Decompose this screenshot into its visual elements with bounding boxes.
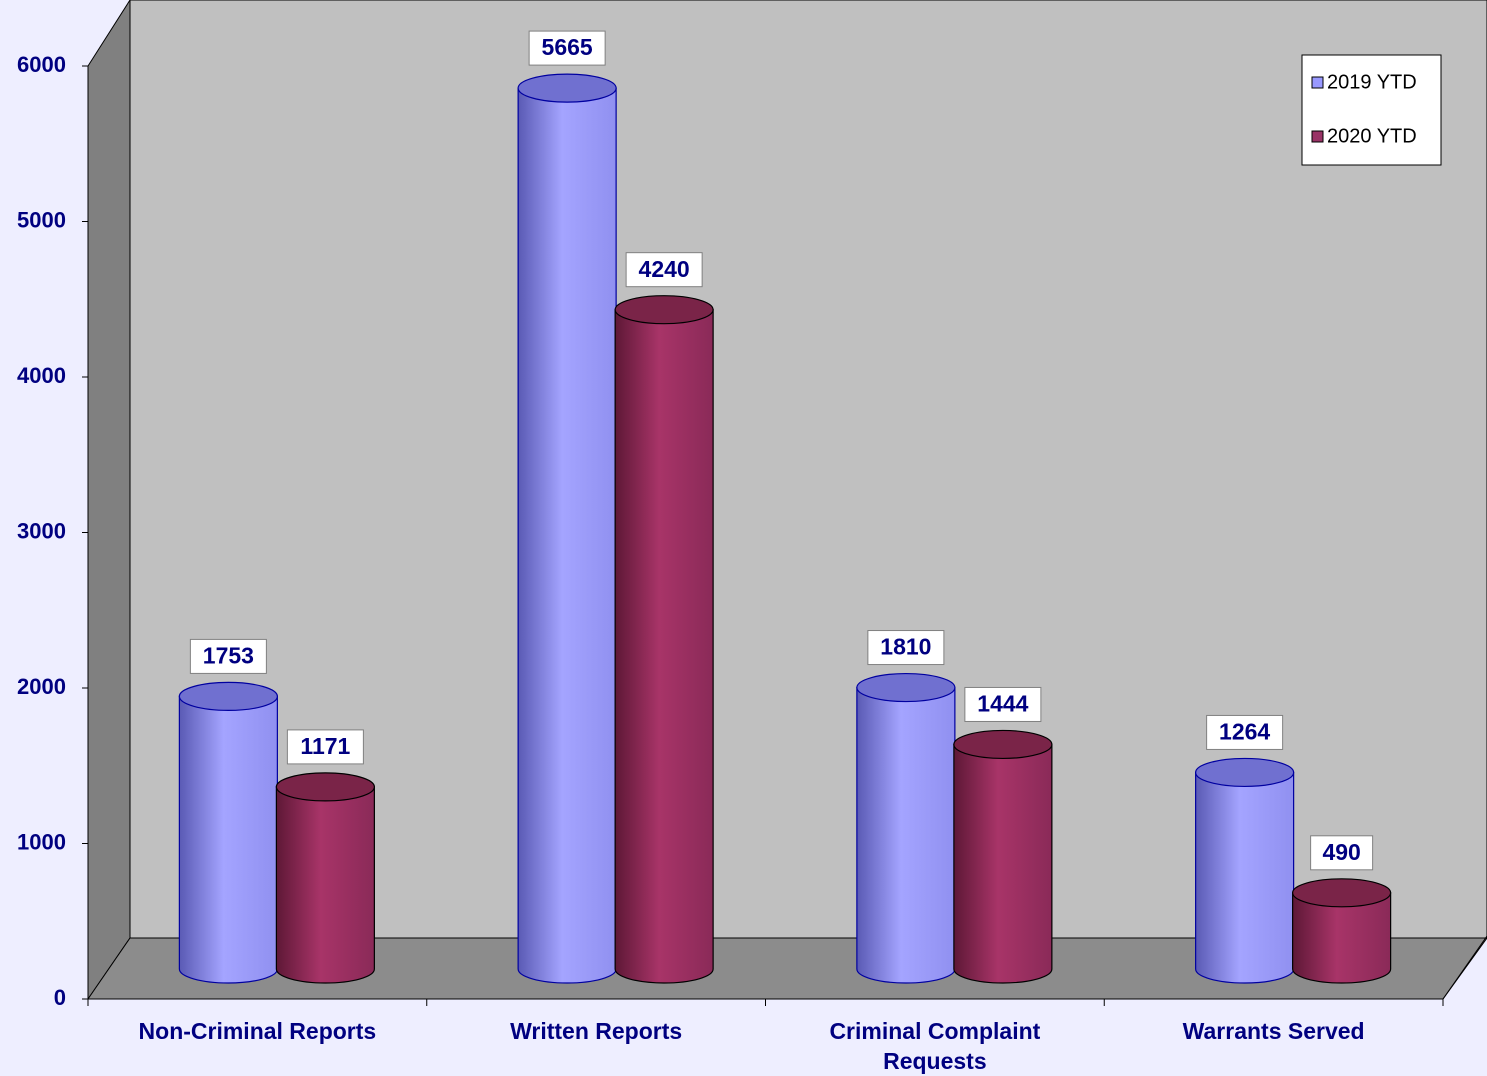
value-label: 4240 — [639, 256, 690, 282]
cylinder-body — [1292, 892, 1392, 984]
value-label-box — [1206, 714, 1284, 750]
value-label-box — [867, 630, 945, 666]
y-tick-label: 1000 — [17, 829, 66, 854]
value-label: 1810 — [880, 634, 931, 660]
legend-swatch — [1311, 76, 1324, 89]
cylinder-top — [178, 681, 278, 712]
cylinder — [953, 729, 1053, 984]
cylinder-top — [1292, 878, 1392, 908]
cylinder — [178, 681, 278, 984]
value-label: 5665 — [542, 34, 593, 60]
value-label: 490 — [1322, 839, 1360, 865]
cylinder — [1195, 757, 1295, 984]
y-tick-label: 2000 — [17, 674, 66, 699]
value-label-box — [625, 252, 703, 288]
value-label-box — [286, 729, 364, 765]
y-tick-label: 4000 — [17, 363, 66, 388]
value-label: 1753 — [203, 642, 254, 668]
cylinder-top — [614, 295, 714, 325]
x-tick-label: Written Reports — [510, 1018, 683, 1044]
cylinder — [856, 672, 956, 984]
x-tick-label: Non-Criminal Reports — [138, 1018, 377, 1044]
y-tick-label: 3000 — [17, 518, 66, 543]
cylinder-top — [953, 729, 1053, 760]
x-tick-label: Warrants Served — [1182, 1018, 1365, 1044]
value-label: 1444 — [977, 691, 1028, 717]
value-label-box — [964, 686, 1042, 722]
value-label-box — [1310, 835, 1374, 871]
cylinder-body — [856, 686, 956, 984]
value-label-box — [189, 638, 267, 674]
cylinder-body — [178, 695, 278, 984]
cylinder-top — [517, 73, 617, 103]
legend-label: 2020 YTD — [1327, 125, 1417, 147]
cylinder-top — [275, 772, 375, 802]
cylinder — [1292, 878, 1392, 984]
cylinder — [517, 73, 617, 984]
legend-swatch — [1311, 130, 1324, 143]
side-wall — [87, 0, 131, 1001]
cylinder-body — [614, 309, 714, 984]
x-tick-label: Criminal Complaint Requests — [829, 1018, 1041, 1074]
y-tick-label: 5000 — [17, 207, 66, 232]
value-label: 1264 — [1219, 719, 1270, 745]
value-label-box — [528, 30, 606, 66]
legend-box — [1301, 54, 1442, 166]
cylinder-body — [1195, 771, 1295, 984]
cylinder-body — [517, 87, 617, 984]
y-tick-label: 0 — [54, 985, 66, 1010]
cylinder-top — [856, 672, 956, 703]
cylinder-body — [953, 743, 1053, 984]
floor-edge — [1442, 935, 1487, 1000]
cylinder — [275, 772, 375, 984]
value-label: 1171 — [300, 733, 350, 759]
cylinder-top — [1195, 757, 1295, 788]
legend-label: 2019 YTD — [1327, 71, 1417, 93]
y-tick-label: 6000 — [17, 52, 66, 77]
cylinder-body — [275, 786, 375, 984]
cylinder — [614, 295, 714, 984]
